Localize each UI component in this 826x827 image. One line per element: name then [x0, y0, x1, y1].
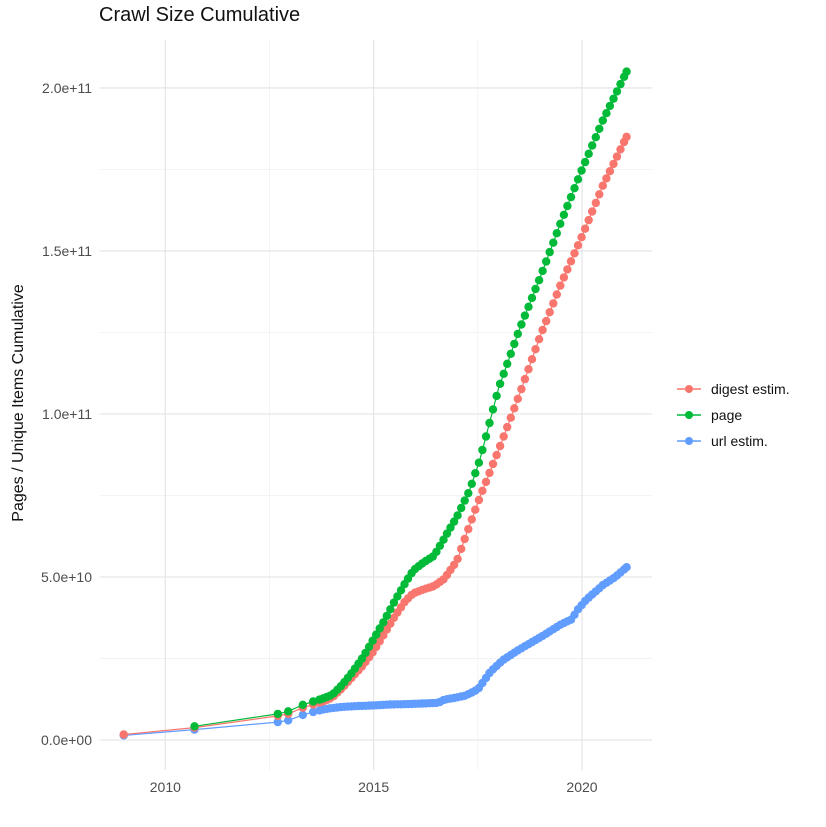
axis-tick-labels: 2010 2015 2020 0.0e+00 5.0e+10 1.0e+11 1.5e+11…: [41, 80, 598, 795]
legend-label: page: [711, 407, 743, 423]
y-tick-label: 2.0e+11: [42, 80, 92, 96]
x-tick-label: 2010: [150, 779, 181, 795]
x-tick-label: 2015: [358, 779, 389, 795]
legend-key-icon: [677, 385, 701, 393]
legend: digest estim. page url estim.: [676, 381, 790, 449]
major-gridlines: [99, 40, 652, 770]
series-page: [190, 67, 631, 731]
legend-item-digest-estim: digest estim.: [676, 381, 790, 397]
legend-item-page: page: [676, 407, 790, 423]
y-tick-label: 0.0e+00: [41, 732, 92, 748]
legend-label: url estim.: [711, 433, 768, 449]
legend-label: digest estim.: [711, 381, 790, 397]
y-tick-label: 1.0e+11: [42, 406, 92, 422]
y-tick-label: 5.0e+10: [41, 569, 92, 585]
x-tick-label: 2020: [566, 779, 597, 795]
series-digest-estim: [119, 132, 631, 739]
series-url-estim: [119, 563, 631, 740]
legend-item-url-estim: url estim.: [676, 433, 790, 449]
y-tick-label: 1.5e+11: [42, 243, 92, 259]
legend-key-icon: [677, 411, 701, 419]
minor-gridlines: [99, 40, 652, 770]
chart-title: Crawl Size Cumulative: [99, 4, 301, 26]
legend-key-icon: [677, 437, 701, 445]
